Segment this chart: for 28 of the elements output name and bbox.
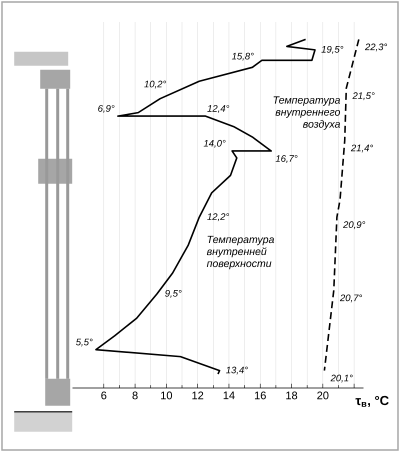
annotation: 14,0°	[204, 140, 226, 148]
annotation: 5,5°	[76, 338, 93, 346]
annotation: 19,5°	[321, 46, 344, 54]
annotation: 20,1°	[330, 374, 353, 383]
annotation: 12,2°	[207, 213, 230, 222]
annotation: 9,5°	[165, 290, 182, 298]
x-tick-label: 6	[101, 392, 106, 400]
x-tick-label: 18	[286, 392, 298, 400]
x-tick-label: 10	[161, 392, 172, 400]
annotation: 13,4°	[226, 366, 248, 374]
annotation: 12,4°	[207, 105, 230, 113]
annotation: 6,9°	[98, 105, 114, 113]
x-axis-title: τ$_{в}$, °C	[355, 396, 389, 408]
x-tick-label: 12	[192, 392, 204, 400]
annotation: 22,3°	[364, 44, 388, 52]
x-tick-label: 8	[132, 392, 138, 400]
annotation: 10,2°	[144, 80, 166, 89]
annotation: 21,5°	[352, 92, 375, 100]
x-tick-label: 20	[317, 392, 328, 400]
annotation: 16,7°	[276, 155, 298, 164]
annotation: 15,8°	[232, 52, 254, 61]
annotation: 20,9°	[343, 221, 366, 230]
x-tick-label: 14	[224, 392, 235, 400]
series-label: Температура внутренней поверхности	[206, 236, 274, 270]
series-label: Температура внутреннего воздуха	[274, 96, 340, 130]
annotation: 21,4°	[350, 144, 373, 152]
x-tick-label: 16	[254, 392, 266, 400]
annotation: 20,7°	[340, 294, 362, 302]
